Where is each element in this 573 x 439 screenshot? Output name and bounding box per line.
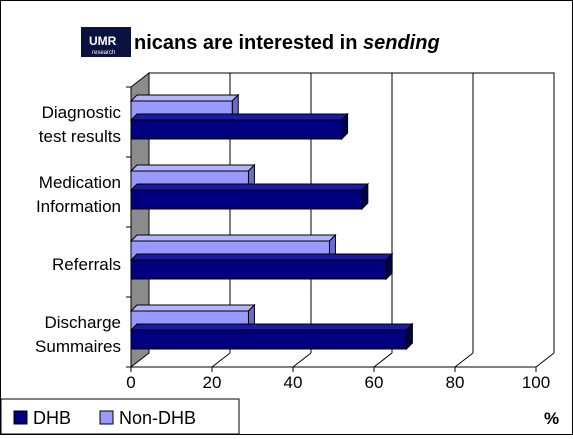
category-label: test results [39,127,121,146]
x-tick-label: 80 [446,373,465,392]
category-label: Discharge [44,313,121,332]
x-tick-label: 40 [284,373,303,392]
bar-top-face [129,113,349,121]
gridline-floor [373,352,393,368]
bar-top-face [129,164,256,172]
bar-front-face [130,119,343,140]
legend-swatch-non-dhb [99,410,114,425]
logo-subtext: research [92,50,115,56]
bar-dhb-0 [129,112,349,141]
legend-label-non-dhb: Non-DHB [119,408,196,428]
x-unit-label: % [544,409,559,428]
logo-badge [81,27,131,57]
gridline-floor [211,352,231,368]
bar-front-face [130,329,407,350]
category-label: Diagnostic [42,103,122,122]
title-italic: sending [363,32,440,54]
category-label: Medication [39,173,121,192]
bar-top-face [129,183,370,191]
bar-top-face [129,94,240,102]
title-plain: nicans are interested in [134,32,363,54]
x-tick-label: 20 [203,373,222,392]
gridline-floor [454,352,474,368]
bar-top-face [129,253,394,261]
chart-title: UMR research nicans are interested in se… [81,27,440,57]
legend-swatch-dhb [13,410,28,425]
logo-text: UMR [89,34,117,48]
x-tick-label: 100 [522,373,550,392]
category-label: Information [36,197,121,216]
category-labels: Diagnostic test results Medication Informat… [35,103,121,356]
x-tick-label: 0 [126,373,135,392]
bar-dhb-3 [129,322,414,351]
bar-top-face [129,234,337,242]
legend-label-dhb: DHB [33,408,71,428]
x-tick-label: 60 [365,373,384,392]
bar-front-face [130,259,387,280]
x-tick-labels: 0 20 40 60 80 100 [126,373,550,392]
gridline-floor [292,352,312,368]
gridline-floor [535,352,555,368]
legend: DHB Non-DHB [0,398,240,435]
category-label: Summaires [35,337,121,356]
bar-front-face [130,189,363,210]
bar-dhb-1 [129,182,370,211]
category-label: Referrals [52,255,121,274]
bar-top-face [129,323,414,331]
bar-top-face [129,304,256,312]
bars [129,93,414,351]
svg-text:nicans are interested in sendi: nicans are interested in sending [134,32,440,54]
bar-dhb-2 [129,252,394,281]
